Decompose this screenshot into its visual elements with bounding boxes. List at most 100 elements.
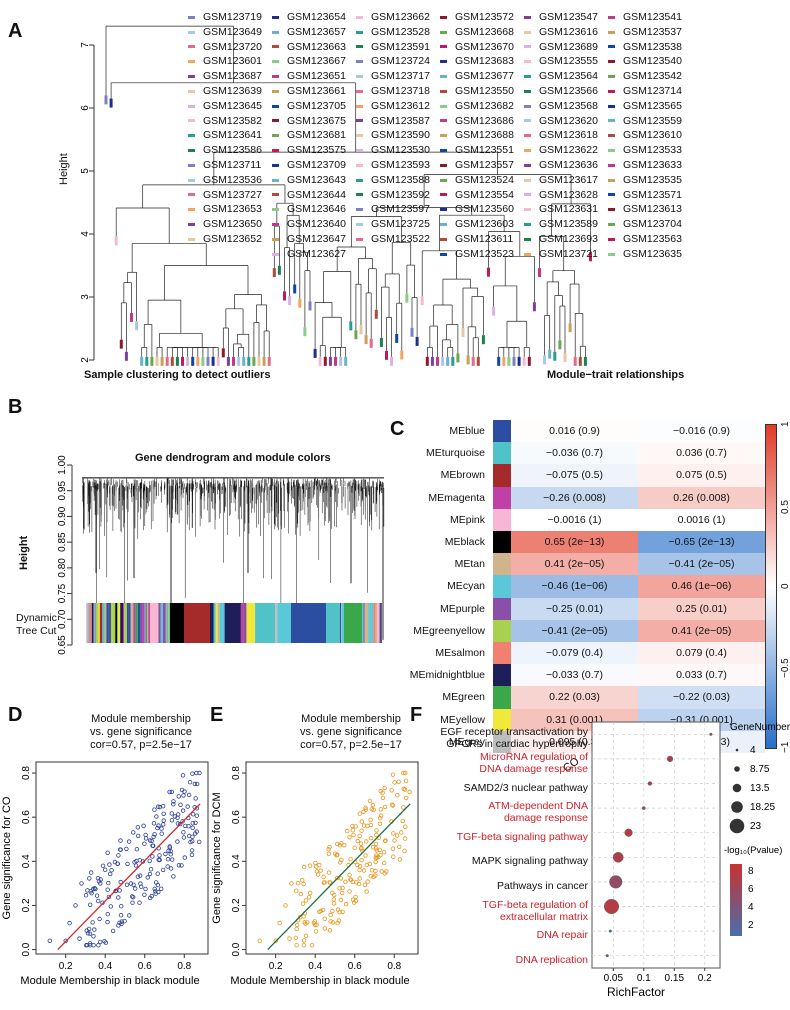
scatter-point <box>390 772 396 777</box>
scatter-point <box>317 862 322 868</box>
sample-legend-item: GSM123668 <box>440 25 524 40</box>
module-color-segment <box>117 603 119 643</box>
scatter-point <box>150 843 155 848</box>
module-color-segment <box>277 603 296 643</box>
scatter-point <box>113 888 118 894</box>
sample-legend-label: GSM123536 <box>203 173 262 186</box>
scatter-point <box>302 920 307 925</box>
scatter-point <box>125 861 130 867</box>
scatter-point <box>400 818 405 824</box>
scatter-point <box>67 920 72 926</box>
scatter-point <box>331 892 337 898</box>
sample-legend-label: GSM123568 <box>539 99 598 112</box>
scatter-point <box>339 890 345 896</box>
scatter-point <box>390 803 396 808</box>
sample-legend-label: GSM123661 <box>287 84 346 97</box>
module-color-segment <box>108 603 110 643</box>
sample-leaf <box>232 356 235 366</box>
sample-swatch <box>524 193 531 197</box>
scatter-point <box>179 863 184 868</box>
sample-swatch <box>188 75 195 79</box>
sample-swatch <box>440 30 447 34</box>
y-tick-label: 0.2 <box>231 898 242 912</box>
scatter-point <box>124 882 130 887</box>
sample-legend-item: GSM123667 <box>272 54 356 69</box>
scatter-point <box>108 904 113 909</box>
scatter-point <box>158 886 164 891</box>
sample-legend-label: GSM123538 <box>623 40 682 53</box>
sample-leaf <box>170 356 174 366</box>
sample-legend-item: GSM123727 <box>188 188 272 203</box>
sample-legend-label: GSM123547 <box>539 11 598 23</box>
sample-leaf <box>262 356 266 366</box>
scatter-point <box>171 799 176 804</box>
sample-leaf <box>568 323 572 333</box>
sample-legend-label: GSM123590 <box>371 129 430 142</box>
scatter-point <box>169 818 175 823</box>
scatter-point <box>374 828 379 833</box>
pathway-term-line: SAMD2/3 nuclear pathway <box>463 781 588 794</box>
scatter-point <box>143 832 148 838</box>
scatter-point <box>131 830 136 835</box>
scatter-point <box>142 841 147 846</box>
sample-legend-label: GSM123719 <box>203 11 262 23</box>
scatter-point <box>124 846 129 852</box>
sample-leaf <box>354 330 358 340</box>
sample-swatch <box>188 208 195 212</box>
sample-legend-item: GSM123566 <box>524 84 608 99</box>
sample-swatch <box>188 163 195 167</box>
sample-leaf <box>242 356 246 366</box>
sample-legend-item: GSM123639 <box>188 84 272 99</box>
sample-legend-item: GSM123588 <box>356 173 440 188</box>
module-color-segment <box>168 603 170 643</box>
module-color-segment <box>87 603 89 643</box>
heatmap-cell-co: −0.033 (0.7) <box>511 664 638 687</box>
scatter-point <box>359 828 364 833</box>
scatter-point <box>353 824 358 829</box>
sample-legend-label: GSM123593 <box>371 158 430 171</box>
scatter-point <box>150 854 155 859</box>
scatter-point <box>77 936 82 941</box>
sample-legend-label: GSM123535 <box>623 173 682 186</box>
scatter-point <box>130 894 136 900</box>
plot-frame <box>35 761 209 955</box>
scatter-point <box>317 909 322 914</box>
sample-leaf <box>415 336 419 346</box>
scatter-point <box>85 888 90 893</box>
scatter-point <box>160 867 166 873</box>
sample-leaf <box>334 356 337 366</box>
sample-legend-item: GSM123601 <box>188 54 272 69</box>
scatter-point <box>134 846 140 852</box>
module-color-segment <box>99 603 103 643</box>
sample-swatch <box>608 149 615 153</box>
sample-legend-label: GSM123554 <box>455 188 514 201</box>
sample-swatch <box>356 208 363 212</box>
pathway-bubble <box>604 898 620 914</box>
scatter-point <box>189 852 195 858</box>
scatter-point <box>326 846 331 852</box>
sample-legend-label: GSM123537 <box>623 25 682 38</box>
sample-leaf <box>267 356 271 366</box>
scatter-point <box>153 889 158 894</box>
module-color-segment <box>127 603 129 643</box>
sample-legend-item: GSM123571 <box>608 188 692 203</box>
module-color-block <box>326 603 340 643</box>
module-color-segment <box>340 603 342 643</box>
scatter-point <box>358 841 364 846</box>
pathway-term-line: DNA repair <box>536 929 588 942</box>
module-label: MEgreenyellow <box>413 624 485 637</box>
heatmap-cell-co: −0.46 (1e−06) <box>511 575 638 598</box>
scatter-point <box>347 872 352 878</box>
module-color-segment <box>365 603 369 643</box>
module-label: MEturquoise <box>426 447 485 460</box>
sample-legend-label: GSM123566 <box>539 84 598 97</box>
y-tick-label: 0.70 <box>57 609 68 629</box>
module-color-segment <box>128 603 131 643</box>
y-tick-label: 1.00 <box>57 455 68 475</box>
sample-leaf <box>359 325 363 335</box>
module-color-segment <box>160 603 163 643</box>
scatter-point <box>321 874 326 880</box>
scatter-point <box>129 894 135 899</box>
sample-legend-item: GSM123686 <box>440 114 524 129</box>
scatter-point <box>363 805 368 810</box>
